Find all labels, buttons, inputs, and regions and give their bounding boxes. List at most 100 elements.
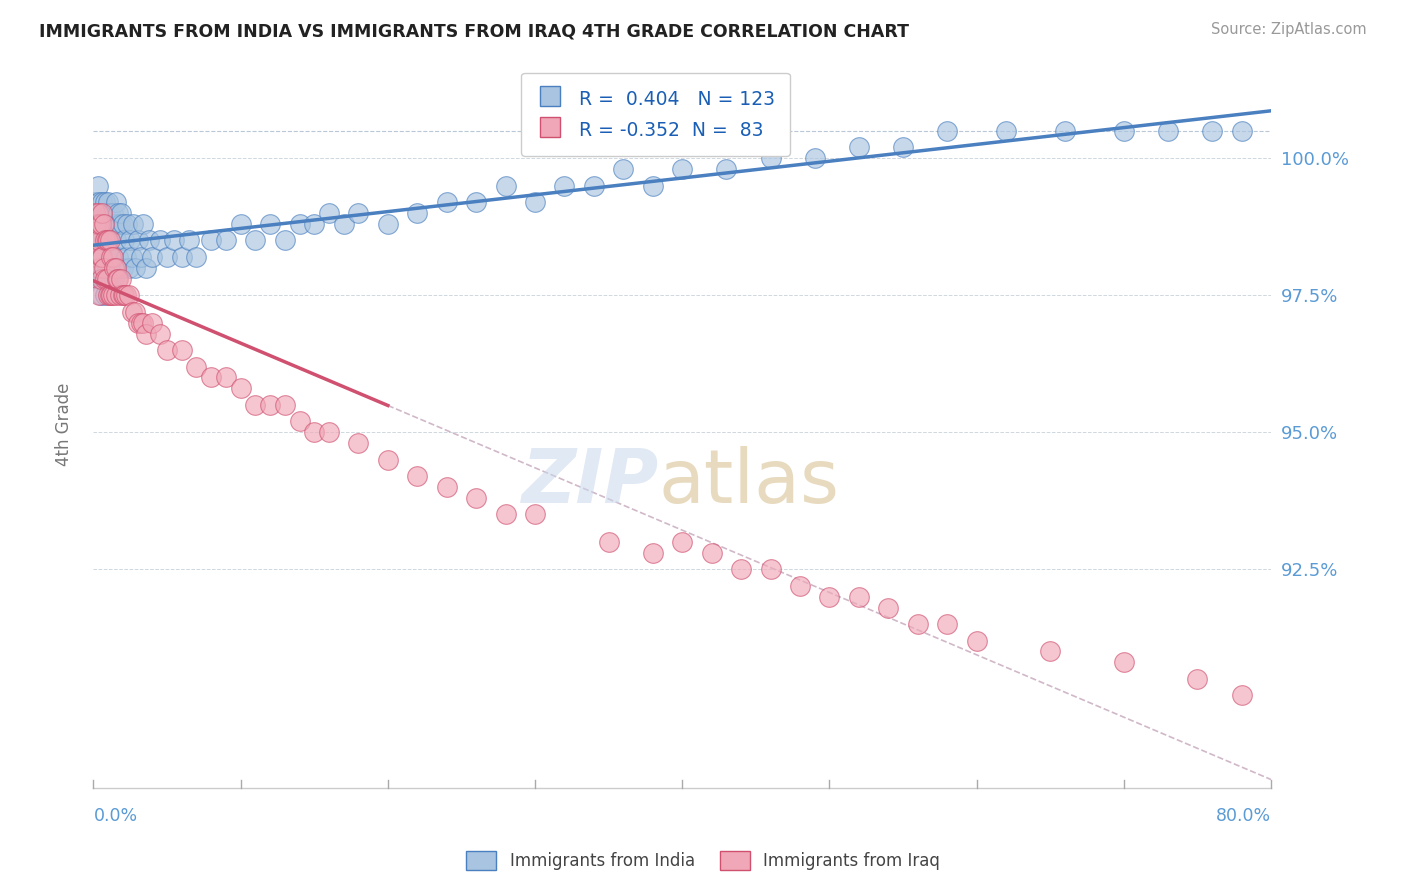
Point [436,195,458,210]
Point [122,217,145,231]
Point [105,260,128,275]
Text: Source: ZipAtlas.com: Source: ZipAtlas.com [1211,22,1367,37]
Point [936,617,959,632]
Point [129,250,152,264]
Point [1039,644,1062,658]
Point [93,260,115,275]
Point [87,234,110,248]
Point [101,206,124,220]
Legend: R =  0.404   N = 123, R = -0.352  N =  83: R = 0.404 N = 123, R = -0.352 N = 83 [520,72,790,156]
Point [332,217,354,231]
Point [891,140,914,154]
Point [215,370,238,384]
Point [907,617,929,632]
Point [259,398,281,412]
Point [98,288,121,302]
Point [302,425,325,440]
Point [995,124,1018,138]
Point [495,508,517,522]
Point [89,234,111,248]
Point [149,234,172,248]
Point [90,234,112,248]
Point [671,162,693,177]
Point [90,206,112,220]
Point [93,206,115,220]
Point [347,206,370,220]
Point [103,260,125,275]
Point [105,272,128,286]
Point [966,633,988,648]
Point [377,452,399,467]
Point [104,260,127,275]
Point [86,206,108,220]
Point [124,304,146,318]
Point [100,217,122,231]
Point [716,162,738,177]
Text: atlas: atlas [658,446,839,519]
Point [121,250,143,264]
Point [91,250,114,264]
Point [200,370,222,384]
Point [94,195,117,210]
Point [200,234,222,248]
Point [97,288,120,302]
Point [83,234,105,248]
Point [848,140,870,154]
Point [108,288,131,302]
Point [553,178,575,193]
Point [114,250,136,264]
Point [93,217,115,231]
Point [108,217,131,231]
Point [406,469,429,483]
Point [641,546,664,560]
Point [135,326,157,341]
Point [465,491,488,505]
Point [96,272,118,286]
Point [91,195,114,210]
Point [111,217,134,231]
Point [91,206,114,220]
Point [1230,124,1253,138]
Point [93,272,115,286]
Point [104,234,127,248]
Point [107,206,129,220]
Point [377,217,399,231]
Point [170,343,193,357]
Point [105,217,128,231]
Point [406,206,429,220]
Point [86,250,108,264]
Point [91,272,114,286]
Point [89,272,111,286]
Point [91,250,114,264]
Point [302,217,325,231]
Point [1053,124,1076,138]
Point [89,217,111,231]
Point [129,316,152,330]
Point [98,206,121,220]
Point [318,206,340,220]
Point [90,288,112,302]
Point [100,250,122,264]
Point [179,234,201,248]
Point [347,436,370,450]
Point [110,272,132,286]
Point [94,288,117,302]
Point [186,250,208,264]
Point [118,288,141,302]
Point [97,234,120,248]
Point [156,250,179,264]
Point [156,343,179,357]
Point [101,250,124,264]
Point [141,316,163,330]
Point [96,234,118,248]
Point [245,398,267,412]
Point [877,600,900,615]
Point [87,178,110,193]
Point [117,217,139,231]
Point [93,234,115,248]
Point [103,272,125,286]
Point [90,250,112,264]
Point [138,234,160,248]
Point [118,260,141,275]
Point [107,250,129,264]
